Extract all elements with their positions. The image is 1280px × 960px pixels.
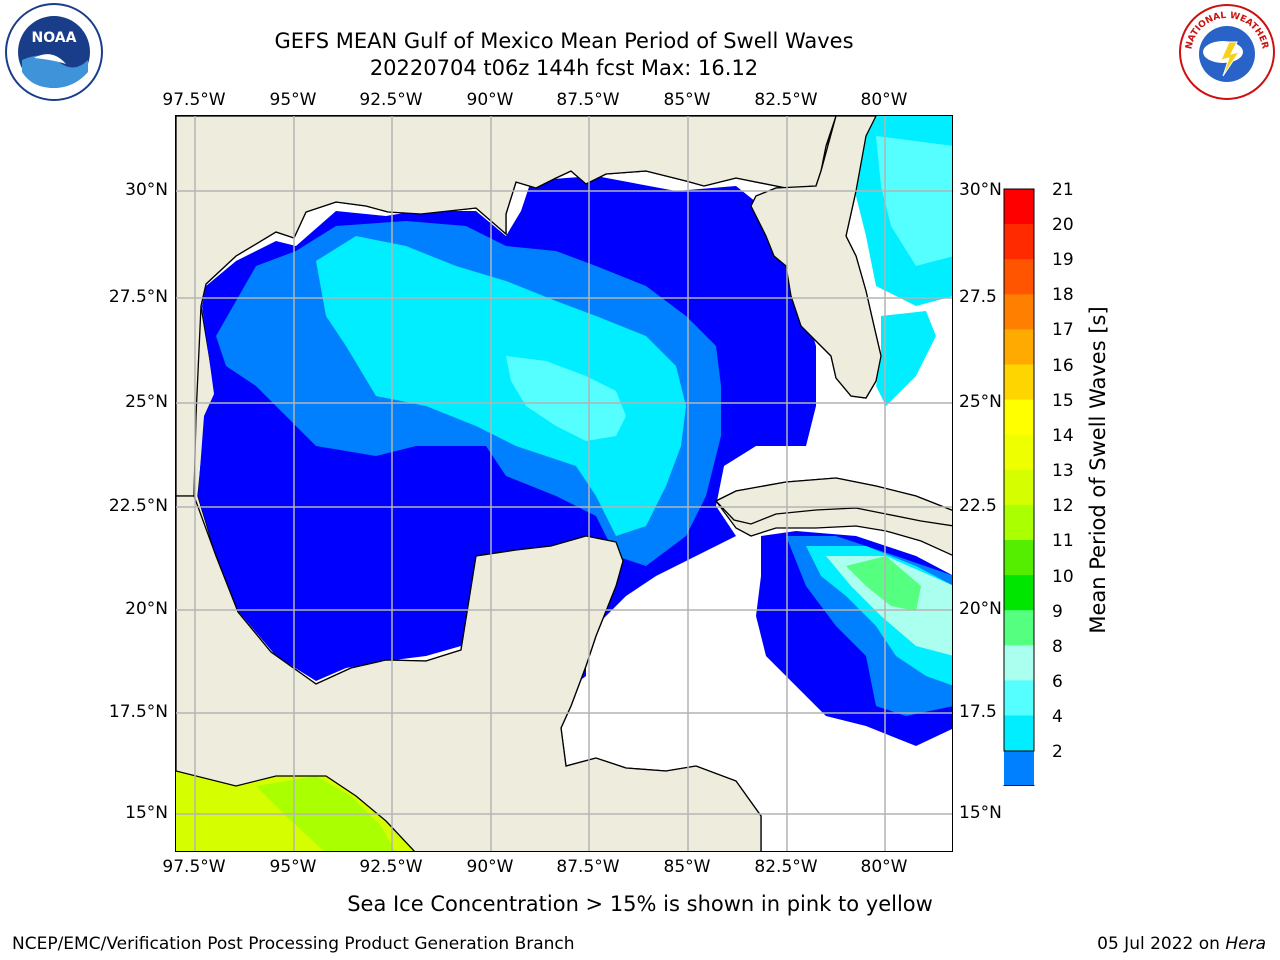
lon-tick-label: 87.5°W — [556, 857, 620, 877]
lon-tick-label: 82.5°W — [754, 90, 818, 110]
lat-tick-label: 17.5°N — [108, 702, 168, 722]
colorbar-label: 18 — [1052, 285, 1074, 305]
colorbar-swatch — [1004, 750, 1034, 786]
colorbar-swatch — [1004, 610, 1034, 646]
colorbar-label: 9 — [1052, 602, 1063, 622]
colorbar-label: 17 — [1052, 320, 1074, 340]
colorbar-label: 2 — [1052, 742, 1063, 762]
colorbar-label: 20 — [1052, 215, 1074, 235]
noaa-logo: NOAA — [5, 3, 103, 101]
chart-subtitle: 20220704 t06z 144h fcst Max: 16.12 — [369, 56, 759, 80]
svg-text:NOAA: NOAA — [32, 30, 77, 46]
lat-tick-label: 15°N — [125, 803, 168, 823]
lat-tick-label: 30°N — [125, 180, 168, 200]
lon-tick-label: 80°W — [860, 90, 908, 110]
colorbar-swatch — [1004, 680, 1034, 716]
lat-tick-label: 20°N — [125, 599, 168, 619]
colorbar — [1003, 188, 1035, 786]
lon-tick-label: 80°W — [860, 857, 908, 877]
colorbar-swatch — [1004, 715, 1034, 752]
colorbar-title: Mean Period of Swell Waves [s] — [1086, 306, 1110, 634]
lon-tick-label: 85°W — [663, 857, 711, 877]
lon-tick-label: 87.5°W — [556, 90, 620, 110]
colorbar-swatch — [1004, 364, 1034, 401]
nws-logo: NATIONAL WEATHER SERVICE — [1177, 2, 1275, 100]
lon-tick-label: 92.5°W — [359, 90, 423, 110]
colorbar-swatch — [1004, 259, 1034, 295]
colorbar-label: 13 — [1052, 461, 1074, 481]
colorbar-label: 6 — [1052, 672, 1063, 692]
sea-ice-caption: Sea Ice Concentration > 15% is shown in … — [347, 892, 933, 916]
colorbar-swatch — [1004, 469, 1034, 506]
contour-6-8 — [316, 236, 686, 536]
credit-text: NCEP/EMC/Verification Post Processing Pr… — [12, 934, 575, 954]
lat-tick-label: 17.5 — [959, 702, 997, 722]
colorbar-label: 21 — [1052, 180, 1074, 200]
lat-tick-label: 15°N — [959, 803, 1002, 823]
colorbar-label: 10 — [1052, 567, 1074, 587]
contour-atlantic-8-9 — [876, 136, 952, 266]
lat-tick-label: 30°N — [959, 180, 1002, 200]
colorbar-label: 16 — [1052, 356, 1074, 376]
map-frame — [175, 115, 953, 852]
lon-tick-label: 90°W — [466, 90, 514, 110]
colorbar-swatch — [1004, 504, 1034, 541]
lon-tick-label: 95°W — [269, 90, 317, 110]
contour-caribbean-9-10 — [846, 556, 921, 611]
graticule — [176, 116, 952, 851]
colorbar-swatch — [1004, 329, 1034, 365]
lat-tick-label: 22.5 — [959, 496, 997, 516]
swell-period-field — [176, 116, 952, 851]
lat-tick-label: 25°N — [125, 392, 168, 412]
land-overlay — [176, 116, 952, 851]
lat-tick-label: 25°N — [959, 392, 1002, 412]
colorbar-label: 14 — [1052, 426, 1074, 446]
colorbar-label: 4 — [1052, 707, 1063, 727]
contour-caribbean-8-9 — [826, 556, 952, 656]
colorbar-label: 8 — [1052, 637, 1063, 657]
colorbar-swatch — [1004, 540, 1034, 576]
colorbar-swatches — [1003, 189, 1035, 786]
colorbar-swatch — [1004, 399, 1034, 436]
chart-title: GEFS MEAN Gulf of Mexico Mean Period of … — [274, 29, 854, 53]
colorbar-swatch — [1004, 434, 1034, 471]
colorbar-label: 11 — [1052, 531, 1074, 551]
colorbar-swatch — [1004, 645, 1034, 681]
contour-atlantic-south — [876, 311, 936, 406]
lon-tick-label: 97.5°W — [162, 90, 226, 110]
lon-tick-label: 95°W — [269, 857, 317, 877]
colorbar-swatch — [1004, 294, 1034, 330]
lon-tick-label: 97.5°W — [162, 857, 226, 877]
colorbar-swatch — [1004, 224, 1034, 260]
colorbar-label: 12 — [1052, 496, 1074, 516]
lat-tick-label: 27.5 — [959, 287, 997, 307]
colorbar-label: 15 — [1052, 391, 1074, 411]
lon-tick-label: 85°W — [663, 90, 711, 110]
lat-tick-label: 22.5°N — [108, 496, 168, 516]
colorbar-label: 19 — [1052, 250, 1074, 270]
lat-tick-label: 27.5°N — [108, 287, 168, 307]
lon-tick-label: 82.5°W — [754, 857, 818, 877]
lat-tick-label: 20°N — [959, 599, 1002, 619]
date-stamp: 05 Jul 2022 on Hera — [1097, 934, 1266, 954]
colorbar-swatch — [1004, 189, 1034, 225]
date-text: 05 Jul 2022 on — [1097, 934, 1226, 954]
lon-tick-label: 90°W — [466, 857, 514, 877]
machine-name: Hera — [1225, 934, 1266, 954]
lon-tick-label: 92.5°W — [359, 857, 423, 877]
colorbar-swatch — [1004, 575, 1034, 611]
map-canvas — [176, 116, 952, 851]
contour-8-9 — [506, 356, 626, 441]
